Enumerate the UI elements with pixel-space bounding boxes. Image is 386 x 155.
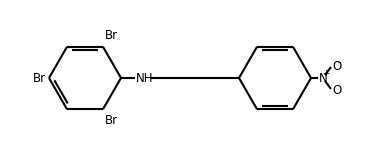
Text: -: - [337,57,341,67]
Text: Br: Br [105,29,118,42]
Text: NH: NH [136,71,154,84]
Text: Br: Br [105,114,118,127]
Text: +: + [322,69,330,78]
Text: N: N [319,71,328,84]
Text: O: O [332,60,341,73]
Text: O: O [332,84,341,97]
Text: Br: Br [33,71,46,84]
